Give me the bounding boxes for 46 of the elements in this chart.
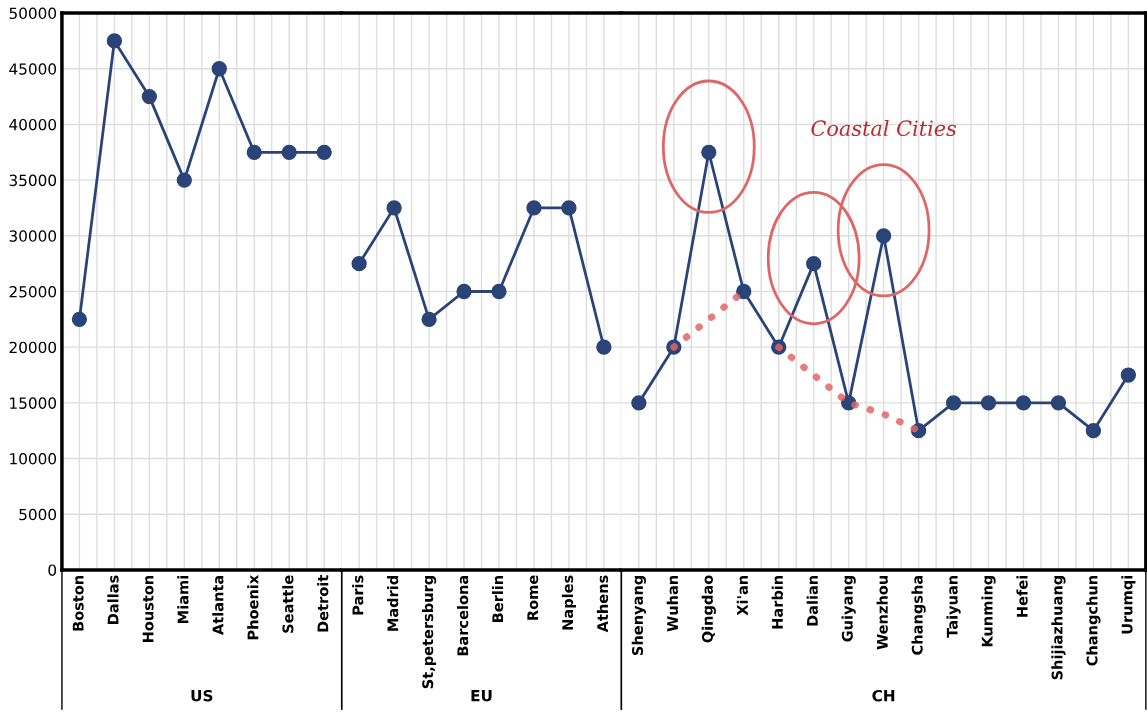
- x-tick-label: Xi'an: [736, 575, 748, 616]
- x-tick-label: Qingdao: [701, 575, 716, 643]
- x-tick-label: Hefei: [1016, 576, 1028, 617]
- x-tick-label: Shijiazhuang: [1051, 575, 1066, 680]
- x-tick-label: Urumqi: [1121, 576, 1136, 634]
- x-tick-label: Houston: [142, 575, 154, 643]
- x-tick-label: Miami: [177, 576, 189, 623]
- x-tick-label: Berlin: [491, 575, 504, 623]
- y-tick-label: 35000: [9, 174, 57, 187]
- x-tick-label: Wenzhou: [876, 575, 888, 650]
- x-tick-label: Kunming: [981, 575, 996, 647]
- x-tick-label: Boston: [72, 575, 84, 631]
- x-tick-label: St,petersburg: [421, 575, 437, 689]
- x-tick-label: Dalian: [806, 575, 818, 626]
- x-tick-label: Madrid: [387, 576, 399, 631]
- annotation: Coastal Cities: [811, 119, 957, 137]
- x-tick-label: Atlanta: [212, 575, 224, 635]
- x-tick-label: Harbin: [771, 575, 783, 629]
- x-tick-label: Seattle: [282, 575, 294, 633]
- x-tick-label: Wuhan: [666, 575, 679, 632]
- x-axis-title: CH: [872, 689, 895, 702]
- y-tick-label: 40000: [9, 118, 57, 131]
- x-axis-title: EU: [471, 690, 492, 702]
- x-tick-label: Paris: [352, 575, 364, 615]
- x-tick-label: Phoenix: [247, 574, 259, 640]
- x-tick-label: Naples: [561, 575, 576, 630]
- y-tick-label: 0: [48, 564, 57, 576]
- x-tick-label: Shenyang: [631, 575, 646, 656]
- x-axis-title: US: [191, 689, 213, 702]
- y-tick-label: 20000: [9, 341, 57, 354]
- y-tick-label: 10000: [10, 453, 57, 465]
- x-tick-label: Detroit: [317, 575, 329, 632]
- y-tick-label: 5000: [19, 508, 57, 521]
- x-tick-label: Barcelona: [456, 575, 469, 656]
- y-tick-label: 15000: [10, 397, 57, 409]
- y-tick-label: 30000: [9, 230, 57, 242]
- x-tick-label: Changsha: [911, 575, 926, 655]
- x-tick-label: Guiyang: [841, 575, 856, 642]
- x-tick-label: Rome: [527, 575, 539, 620]
- y-tick-label: 50000: [9, 7, 57, 20]
- x-tick-label: Changchun: [1086, 575, 1101, 666]
- x-tick-label: Athens: [596, 575, 609, 633]
- y-tick-label: 25000: [9, 285, 57, 298]
- x-tick-label: Taiyuan: [946, 575, 961, 638]
- y-tick-label: 45000: [9, 63, 57, 75]
- x-tick-label: Dallas: [107, 575, 119, 624]
